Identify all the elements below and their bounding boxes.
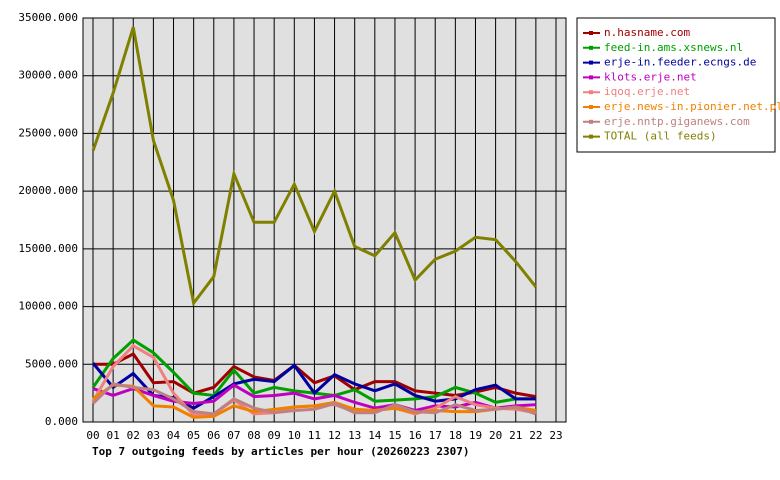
y-tick-label: 20000.000	[18, 184, 78, 197]
x-tick-label: 20	[489, 429, 502, 442]
legend-label: erje.nntp.giganews.com	[604, 115, 750, 128]
legend-label: erje-in.feeder.ecngs.de	[604, 56, 756, 69]
legend-marker	[589, 105, 593, 109]
x-tick-label: 19	[469, 429, 482, 442]
x-tick-label: 10	[288, 429, 301, 442]
plot-area	[83, 18, 566, 422]
x-tick-label: 03	[147, 429, 160, 442]
y-tick-label: 30000.000	[18, 69, 78, 82]
legend-marker	[589, 134, 593, 139]
x-tick-label: 18	[449, 429, 462, 442]
y-tick-label: 25000.000	[18, 126, 78, 139]
x-tick-label: 12	[328, 429, 341, 442]
legend-marker	[589, 45, 593, 50]
legend-marker	[589, 60, 593, 65]
x-tick-label: 21	[509, 429, 522, 442]
x-tick-label: 13	[348, 429, 361, 442]
x-tick-label: 22	[529, 429, 542, 442]
x-tick-label: 04	[167, 429, 181, 442]
y-tick-label: 10000.000	[18, 300, 78, 313]
legend-marker	[589, 90, 593, 95]
y-tick-label: 35000.000	[18, 11, 78, 24]
series-line	[91, 26, 538, 307]
legend-marker	[589, 119, 593, 124]
series-line	[92, 383, 537, 419]
x-tick-label: 01	[107, 429, 120, 442]
plot-border	[82, 17, 567, 423]
legend-marker	[589, 75, 593, 80]
chart-title: Top 7 outgoing feeds by articles per hou…	[92, 445, 470, 458]
x-tick-label: 00	[86, 429, 99, 442]
x-tick-label: 07	[227, 429, 240, 442]
legend-label: klots.erje.net	[604, 70, 697, 83]
series-line	[91, 382, 537, 416]
legend-label: erje.news-in.pionier.net.pl	[604, 100, 780, 113]
legend-box	[576, 17, 776, 153]
legend-label: feed-in.ams.xsnews.nl	[604, 41, 743, 54]
y-tick-label: 0.000	[45, 415, 78, 428]
y-tick-label: 5000.000	[25, 357, 78, 370]
legend-label: TOTAL (all feeds)	[604, 130, 717, 143]
x-tick-label: 14	[368, 429, 382, 442]
x-tick-label: 15	[388, 429, 401, 442]
legend-marker	[589, 31, 593, 35]
x-tick-label: 16	[408, 429, 421, 442]
x-tick-label: 05	[187, 429, 200, 442]
x-tick-label: 17	[429, 429, 442, 442]
legend-label: n.hasname.com	[604, 26, 690, 39]
x-tick-label: 06	[207, 429, 220, 442]
legend-label: iqoq.erje.net	[604, 85, 690, 98]
x-tick-label: 11	[308, 429, 321, 442]
x-tick-label: 08	[247, 429, 260, 442]
x-tick-label: 23	[549, 429, 562, 442]
x-tick-label: 09	[268, 429, 281, 442]
x-tick-label: 02	[127, 429, 140, 442]
y-tick-label: 15000.000	[18, 242, 78, 255]
